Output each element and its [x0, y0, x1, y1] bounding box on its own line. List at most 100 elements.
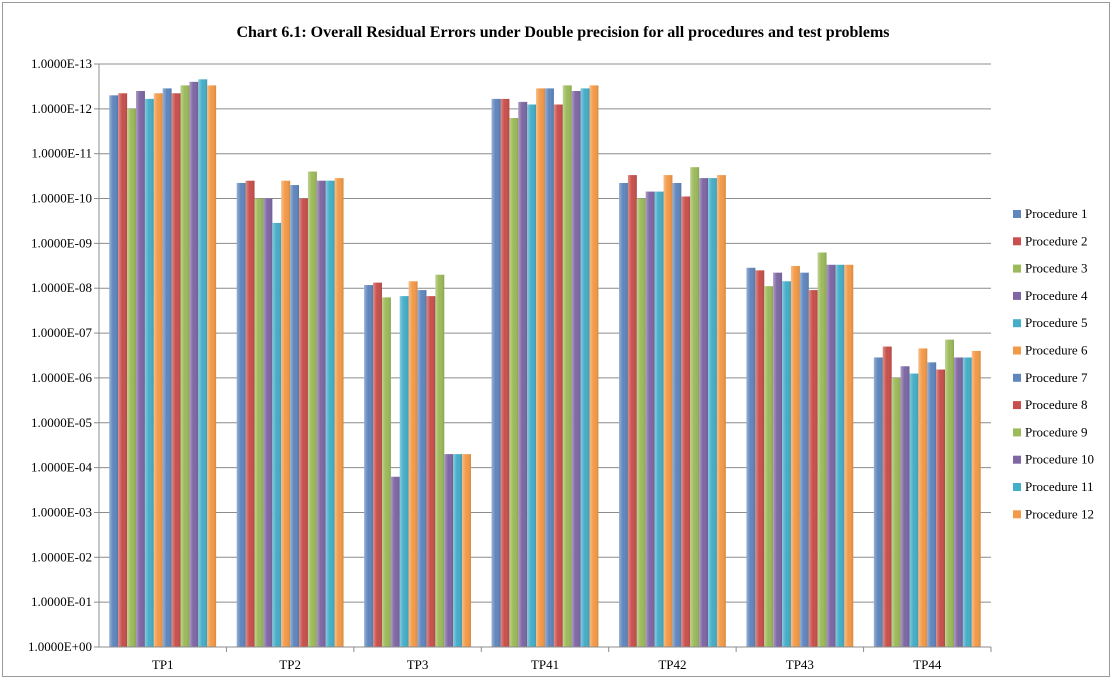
- y-tick-label: 1.0000E-01: [31, 594, 92, 609]
- bar-shade: [381, 297, 391, 647]
- bar-shade: [571, 91, 581, 648]
- legend-label: Procedure 8: [1025, 397, 1087, 412]
- y-tick-label: 1.0000E-03: [31, 504, 92, 519]
- bar-shade: [373, 282, 382, 647]
- bar-shade: [844, 264, 854, 647]
- bar-shade: [118, 93, 128, 647]
- legend-swatch: [1013, 210, 1021, 218]
- legend-swatch: [1013, 401, 1021, 410]
- bar-shade: [746, 267, 756, 647]
- bar-shade: [408, 281, 418, 647]
- bar-shade: [562, 85, 572, 648]
- y-tick-label: 1.0000E-10: [31, 191, 92, 206]
- legend-label: Procedure 7: [1025, 370, 1088, 385]
- y-tick-label: 1.0000E-11: [31, 146, 92, 161]
- y-tick-label: 1.0000E-06: [31, 370, 93, 385]
- bar-shade: [782, 281, 791, 647]
- bar-shade: [962, 357, 972, 647]
- bar-shade: [299, 198, 308, 648]
- bar-shade: [127, 108, 137, 648]
- x-tick-label: TP2: [279, 657, 301, 672]
- bar-shade: [699, 178, 709, 647]
- bar-shade: [681, 196, 691, 647]
- y-tick-label: 1.0000E-13: [31, 56, 92, 71]
- bar-shade: [636, 198, 646, 648]
- legend-label: Procedure 1: [1025, 206, 1087, 221]
- bar-shade: [462, 454, 471, 647]
- bar-shade: [180, 85, 190, 648]
- bar-shade: [790, 266, 800, 647]
- bar-shade: [162, 88, 172, 648]
- bar-shade: [672, 182, 682, 647]
- x-tick-label: TP44: [913, 657, 942, 672]
- bar-shade: [136, 91, 145, 648]
- bar-shade: [619, 182, 628, 647]
- bar-shade: [334, 178, 344, 647]
- bar-shade: [891, 377, 901, 647]
- legend-swatch: [1013, 428, 1021, 437]
- bar-shade: [245, 180, 255, 647]
- bar-shade: [553, 104, 563, 647]
- bar-shade: [263, 198, 273, 648]
- bar-shade: [435, 274, 445, 647]
- legend-label: Procedure 12: [1025, 506, 1094, 521]
- y-tick-label: 1.0000E+00: [28, 639, 92, 654]
- y-tick-label: 1.0000E-09: [31, 235, 92, 250]
- bars: [109, 79, 981, 648]
- y-tick-label: 1.0000E-04: [31, 460, 93, 475]
- bar-shade: [509, 118, 519, 648]
- bar-shade: [663, 175, 673, 647]
- legend-label: Procedure 11: [1025, 479, 1093, 494]
- bar-shade: [927, 362, 937, 647]
- y-tick-label: 1.0000E-07: [31, 325, 93, 340]
- bar-shade: [491, 98, 501, 647]
- bar-shade: [364, 285, 374, 647]
- bar-shade: [390, 476, 400, 647]
- bar-shade: [272, 222, 282, 648]
- bar-shade: [536, 88, 545, 648]
- bar-shade: [936, 369, 946, 647]
- bar-shade: [316, 180, 326, 647]
- bar-shade: [518, 101, 528, 647]
- x-tick-label: TP42: [658, 657, 686, 672]
- bar-shade: [873, 357, 883, 647]
- bar-shade: [835, 264, 845, 647]
- bar-shade: [307, 171, 317, 647]
- x-tick-label: TP1: [152, 657, 174, 672]
- bar-shade: [527, 104, 537, 647]
- bar-shade: [918, 348, 928, 647]
- legend-label: Procedure 6: [1025, 343, 1088, 358]
- bar-shade: [773, 272, 783, 647]
- legend-swatch: [1013, 264, 1021, 273]
- x-tick-label: TP41: [531, 657, 559, 672]
- x-tick-label: TP43: [786, 657, 814, 672]
- legend-swatch: [1013, 319, 1021, 328]
- bar-shade: [882, 346, 892, 647]
- bar-shade: [171, 93, 181, 647]
- legend-swatch: [1013, 291, 1021, 300]
- bar-shade: [799, 272, 809, 647]
- bar-shade: [254, 198, 264, 648]
- bar-shade: [654, 191, 664, 647]
- bar-shade: [290, 185, 300, 647]
- legend-label: Procedure 5: [1025, 315, 1087, 330]
- bar-shade: [826, 264, 836, 647]
- legend-swatch: [1013, 483, 1021, 491]
- bar-shade: [953, 357, 963, 647]
- bar-shade: [109, 95, 119, 647]
- legend-swatch: [1013, 510, 1021, 519]
- legend-swatch: [1013, 373, 1021, 382]
- bar-shade: [453, 454, 463, 647]
- bar-shade: [236, 182, 246, 647]
- legend-label: Procedure 2: [1025, 233, 1087, 248]
- bar-shade: [627, 175, 637, 647]
- bar-shade: [808, 290, 818, 647]
- bar-shade: [198, 79, 208, 648]
- bar-shade: [444, 454, 454, 647]
- bar-shade: [755, 270, 765, 647]
- legend-swatch: [1013, 346, 1021, 355]
- bar-shade: [545, 88, 554, 648]
- bar-shade: [690, 167, 700, 647]
- legend-label: Procedure 10: [1025, 452, 1094, 467]
- bar-shade: [500, 98, 510, 647]
